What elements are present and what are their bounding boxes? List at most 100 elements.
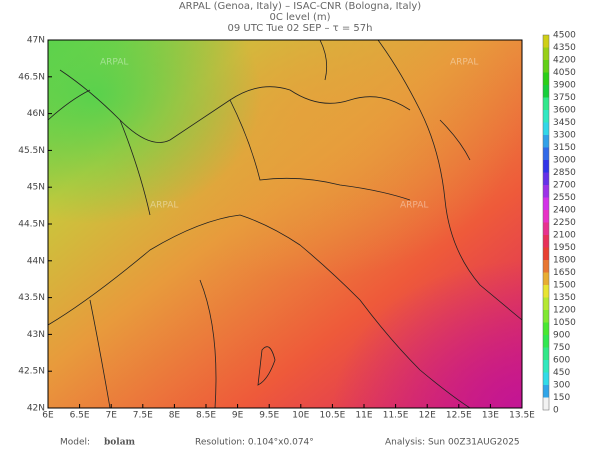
- header-line: 09 UTC Tue 02 SEP – τ = 57h: [228, 23, 373, 34]
- lon-tick-label: 6E: [42, 411, 54, 421]
- colorbar-bin: [543, 247, 549, 261]
- colorbar-bin: [543, 397, 549, 411]
- colorbar-bin: [543, 197, 549, 211]
- colorbar-label: 3600: [553, 106, 576, 116]
- colorbar-label: 4350: [553, 43, 576, 53]
- colorbar-label: 3450: [553, 118, 576, 128]
- lat-tick-label: 45.5N: [18, 146, 45, 156]
- colorbar-bin: [543, 172, 549, 186]
- lat-tick-label: 46N: [27, 109, 45, 119]
- colorbar-label: 1800: [553, 256, 576, 266]
- colorbar-label: 1500: [553, 281, 576, 291]
- lat-tick-label: 43.5N: [18, 293, 45, 303]
- colorbar-label: 2550: [553, 193, 576, 203]
- lat-tick-label: 42N: [27, 404, 45, 414]
- map-field: [48, 40, 522, 408]
- lat-tick-label: 44.5N: [18, 220, 45, 230]
- lon-tick-label: 7E: [105, 411, 117, 421]
- colorbar-label: 2400: [553, 206, 576, 216]
- lon-tick-label: 7.5E: [133, 411, 153, 421]
- colorbar-bin: [543, 335, 549, 348]
- colorbar-label: 1050: [553, 318, 576, 328]
- colorbar-label: 4050: [553, 68, 576, 78]
- colorbar-label: 3300: [553, 131, 576, 141]
- lon-tick-label: 9E: [232, 411, 244, 421]
- colorbar-label: 0: [553, 406, 559, 416]
- colorbar-bin: [543, 47, 549, 61]
- colorbar-label: 2250: [553, 218, 576, 228]
- colorbar-bin: [543, 372, 549, 386]
- colorbar-bin: [543, 285, 549, 298]
- footer-analysis: Analysis: Sun 00Z31AUG2025: [385, 438, 520, 448]
- lon-tick-label: 11E: [355, 411, 372, 421]
- colorbar-bin: [543, 210, 549, 223]
- lon-tick-label: 8.5E: [196, 411, 216, 421]
- watermark: ARPAL: [150, 201, 178, 211]
- header-line: 0C level (m): [269, 12, 330, 23]
- colorbar-label: 900: [553, 331, 570, 341]
- colorbar-label: 2100: [553, 231, 576, 241]
- colorbar-label: 3000: [553, 156, 576, 166]
- colorbar-label: 150: [553, 393, 570, 403]
- lon-tick-label: 13.5E: [509, 411, 535, 421]
- footer-model-label: Model:: [60, 438, 90, 448]
- colorbar-frame: [542, 34, 550, 411]
- colorbar-label: 600: [553, 356, 570, 366]
- colorbar-label: 300: [553, 381, 570, 391]
- colorbar-bin: [543, 347, 549, 361]
- colorbar-bin: [543, 72, 549, 86]
- colorbar-bin: [543, 160, 549, 173]
- colorbar-bin: [543, 185, 549, 198]
- borders: [48, 40, 522, 408]
- colorbar-bin: [543, 297, 549, 311]
- colorbar-label: 1350: [553, 293, 576, 303]
- colorbar-label: 2850: [553, 168, 576, 178]
- lat-tick-label: 46.5N: [18, 72, 45, 82]
- colorbar-bin: [543, 360, 549, 373]
- lon-tick-label: 10.5E: [320, 411, 346, 421]
- colorbar-label: 1650: [553, 268, 576, 278]
- colorbar-label: 4500: [553, 31, 576, 41]
- colorbar-label: 450: [553, 368, 570, 378]
- colorbar-bin: [543, 110, 549, 123]
- colorbar-bin: [543, 147, 549, 161]
- watermark: ARPAL: [400, 201, 428, 211]
- colorbar-bin: [543, 385, 549, 398]
- colorbar-bin: [543, 222, 549, 236]
- lat-tick-label: 43N: [27, 330, 45, 340]
- lon-tick-label: 12E: [419, 411, 436, 421]
- lon-tick-label: 8E: [169, 411, 181, 421]
- colorbar-bin: [543, 122, 549, 136]
- colorbar-bin: [543, 85, 549, 98]
- colorbar-label: 750: [553, 343, 570, 353]
- lon-tick-label: 12.5E: [446, 411, 472, 421]
- lon-tick-label: 10E: [292, 411, 309, 421]
- colorbar-bin: [543, 260, 549, 273]
- colorbar-bin: [543, 272, 549, 286]
- colorbar-label: 2700: [553, 181, 576, 191]
- colorbar-bin: [543, 97, 549, 111]
- lon-tick-label: 13E: [482, 411, 499, 421]
- lon-tick-label: 11.5E: [383, 411, 409, 421]
- colorbar-label: 3750: [553, 93, 576, 103]
- watermark: ARPAL: [100, 58, 128, 68]
- header-line: ARPAL (Genoa, Italy) – ISAC-CNR (Bologna…: [179, 1, 421, 12]
- colorbar-bin: [543, 135, 549, 148]
- lat-tick-label: 47N: [27, 36, 45, 46]
- lat-tick-label: 45N: [27, 183, 45, 193]
- colorbar-label: 3900: [553, 81, 576, 91]
- lat-tick-label: 44N: [27, 256, 45, 266]
- colorbar-bin: [543, 310, 549, 323]
- colorbar-label: 1200: [553, 306, 576, 316]
- watermark: ARPAL: [450, 58, 478, 68]
- footer-model: bolam: [104, 438, 136, 448]
- colorbar-label: 4200: [553, 56, 576, 66]
- colorbar-bin: [543, 235, 549, 248]
- colorbar-label: 3150: [553, 143, 576, 153]
- lat-tick-label: 42.5N: [18, 367, 45, 377]
- footer-resolution: Resolution: 0.104°x0.074°: [195, 438, 314, 448]
- colorbar-bin: [543, 60, 549, 73]
- colorbar-bin: [543, 322, 549, 336]
- lon-tick-label: 9.5E: [259, 411, 279, 421]
